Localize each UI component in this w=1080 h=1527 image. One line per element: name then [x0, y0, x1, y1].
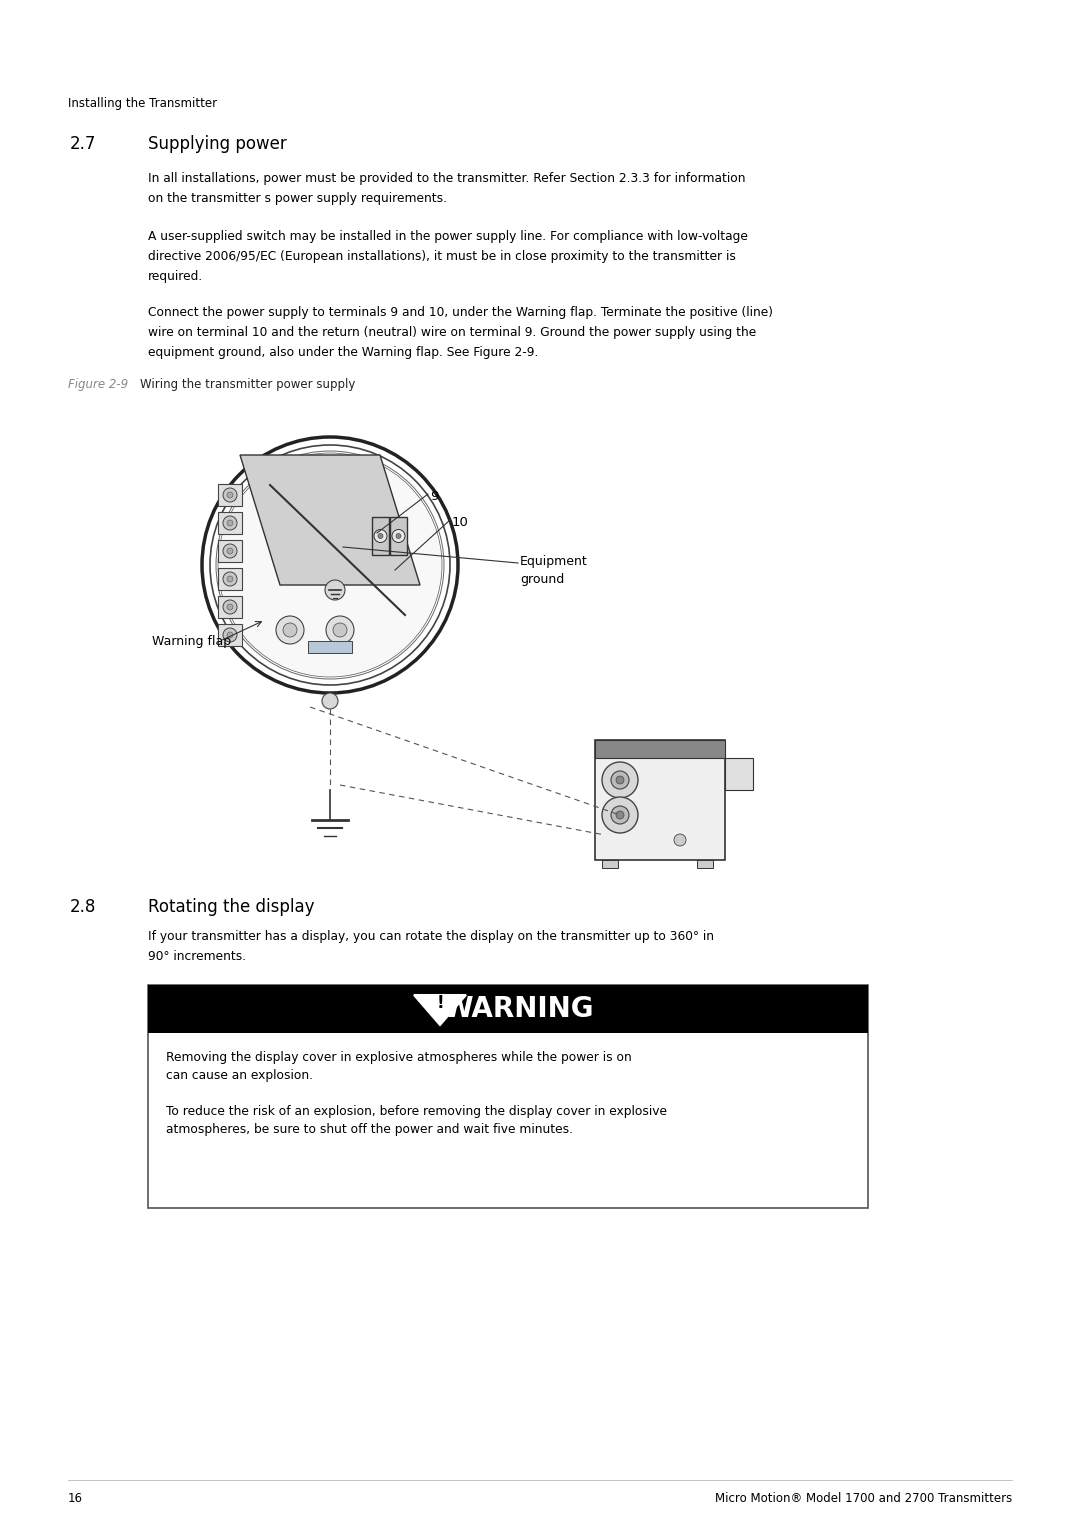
Text: required.: required. [148, 270, 203, 282]
Text: directive 2006/95/EC (European installations), it must be in close proximity to : directive 2006/95/EC (European installat… [148, 250, 735, 263]
Circle shape [378, 533, 383, 539]
Circle shape [276, 615, 303, 644]
Polygon shape [240, 455, 420, 585]
Polygon shape [414, 996, 465, 1025]
Circle shape [222, 600, 237, 614]
Text: Connect the power supply to terminals 9 and 10, under the Warning flap. Terminat: Connect the power supply to terminals 9 … [148, 305, 773, 319]
Circle shape [222, 489, 237, 502]
Text: on the transmitter s power supply requirements.: on the transmitter s power supply requir… [148, 192, 447, 205]
FancyBboxPatch shape [218, 568, 242, 589]
Text: 2.7: 2.7 [70, 134, 96, 153]
Circle shape [611, 771, 629, 789]
FancyBboxPatch shape [308, 641, 352, 654]
FancyBboxPatch shape [218, 484, 242, 505]
Text: Removing the display cover in explosive atmospheres while the power is on: Removing the display cover in explosive … [166, 1051, 632, 1064]
Text: Wiring the transmitter power supply: Wiring the transmitter power supply [140, 379, 355, 391]
Circle shape [227, 548, 233, 554]
Text: Warning flap: Warning flap [152, 635, 231, 647]
FancyBboxPatch shape [218, 512, 242, 534]
Text: 10: 10 [453, 516, 469, 528]
Text: Equipment: Equipment [519, 554, 588, 568]
Circle shape [616, 811, 624, 818]
FancyBboxPatch shape [218, 596, 242, 618]
Circle shape [222, 628, 237, 641]
Circle shape [227, 521, 233, 525]
FancyBboxPatch shape [148, 985, 868, 1032]
Text: Figure 2-9: Figure 2-9 [68, 379, 129, 391]
Text: To reduce the risk of an explosion, before removing the display cover in explosi: To reduce the risk of an explosion, befo… [166, 1106, 667, 1118]
FancyBboxPatch shape [218, 541, 242, 562]
Text: WARNING: WARNING [442, 996, 594, 1023]
Text: In all installations, power must be provided to the transmitter. Refer Section 2: In all installations, power must be prov… [148, 173, 745, 185]
Circle shape [227, 576, 233, 582]
Circle shape [674, 834, 686, 846]
FancyBboxPatch shape [148, 985, 868, 1208]
Text: 16: 16 [68, 1492, 83, 1506]
Circle shape [333, 623, 347, 637]
FancyBboxPatch shape [372, 518, 389, 554]
Circle shape [611, 806, 629, 825]
FancyBboxPatch shape [595, 741, 725, 860]
Circle shape [322, 693, 338, 709]
Circle shape [222, 544, 237, 557]
Circle shape [396, 533, 401, 539]
Text: 2.8: 2.8 [70, 898, 96, 916]
Text: Supplying power: Supplying power [148, 134, 287, 153]
Circle shape [227, 632, 233, 638]
Text: can cause an explosion.: can cause an explosion. [166, 1069, 313, 1083]
FancyBboxPatch shape [697, 860, 713, 867]
FancyBboxPatch shape [218, 625, 242, 646]
Text: 90° increments.: 90° increments. [148, 950, 246, 964]
Text: If your transmitter has a display, you can rotate the display on the transmitter: If your transmitter has a display, you c… [148, 930, 714, 944]
Circle shape [222, 573, 237, 586]
Circle shape [374, 530, 387, 542]
Text: Installing the Transmitter: Installing the Transmitter [68, 98, 217, 110]
FancyBboxPatch shape [595, 741, 725, 757]
FancyBboxPatch shape [602, 860, 618, 867]
Text: !: ! [436, 994, 444, 1012]
FancyBboxPatch shape [725, 757, 753, 789]
Text: atmospheres, be sure to shut off the power and wait five minutes.: atmospheres, be sure to shut off the pow… [166, 1122, 573, 1136]
Circle shape [616, 776, 624, 783]
Text: Rotating the display: Rotating the display [148, 898, 314, 916]
Circle shape [602, 797, 638, 834]
Circle shape [222, 516, 237, 530]
Text: 9: 9 [430, 490, 438, 502]
Circle shape [227, 605, 233, 609]
Circle shape [392, 530, 405, 542]
Text: ground: ground [519, 573, 564, 586]
Circle shape [283, 623, 297, 637]
Circle shape [218, 454, 442, 676]
Circle shape [326, 615, 354, 644]
Text: wire on terminal 10 and the return (neutral) wire on terminal 9. Ground the powe: wire on terminal 10 and the return (neut… [148, 325, 756, 339]
Circle shape [602, 762, 638, 799]
Text: A user-supplied switch may be installed in the power supply line. For compliance: A user-supplied switch may be installed … [148, 231, 747, 243]
FancyBboxPatch shape [390, 518, 407, 554]
Text: Micro Motion® Model 1700 and 2700 Transmitters: Micro Motion® Model 1700 and 2700 Transm… [715, 1492, 1012, 1506]
Text: equipment ground, also under the Warning flap. See Figure 2-9.: equipment ground, also under the Warning… [148, 347, 538, 359]
Circle shape [227, 492, 233, 498]
Circle shape [325, 580, 345, 600]
